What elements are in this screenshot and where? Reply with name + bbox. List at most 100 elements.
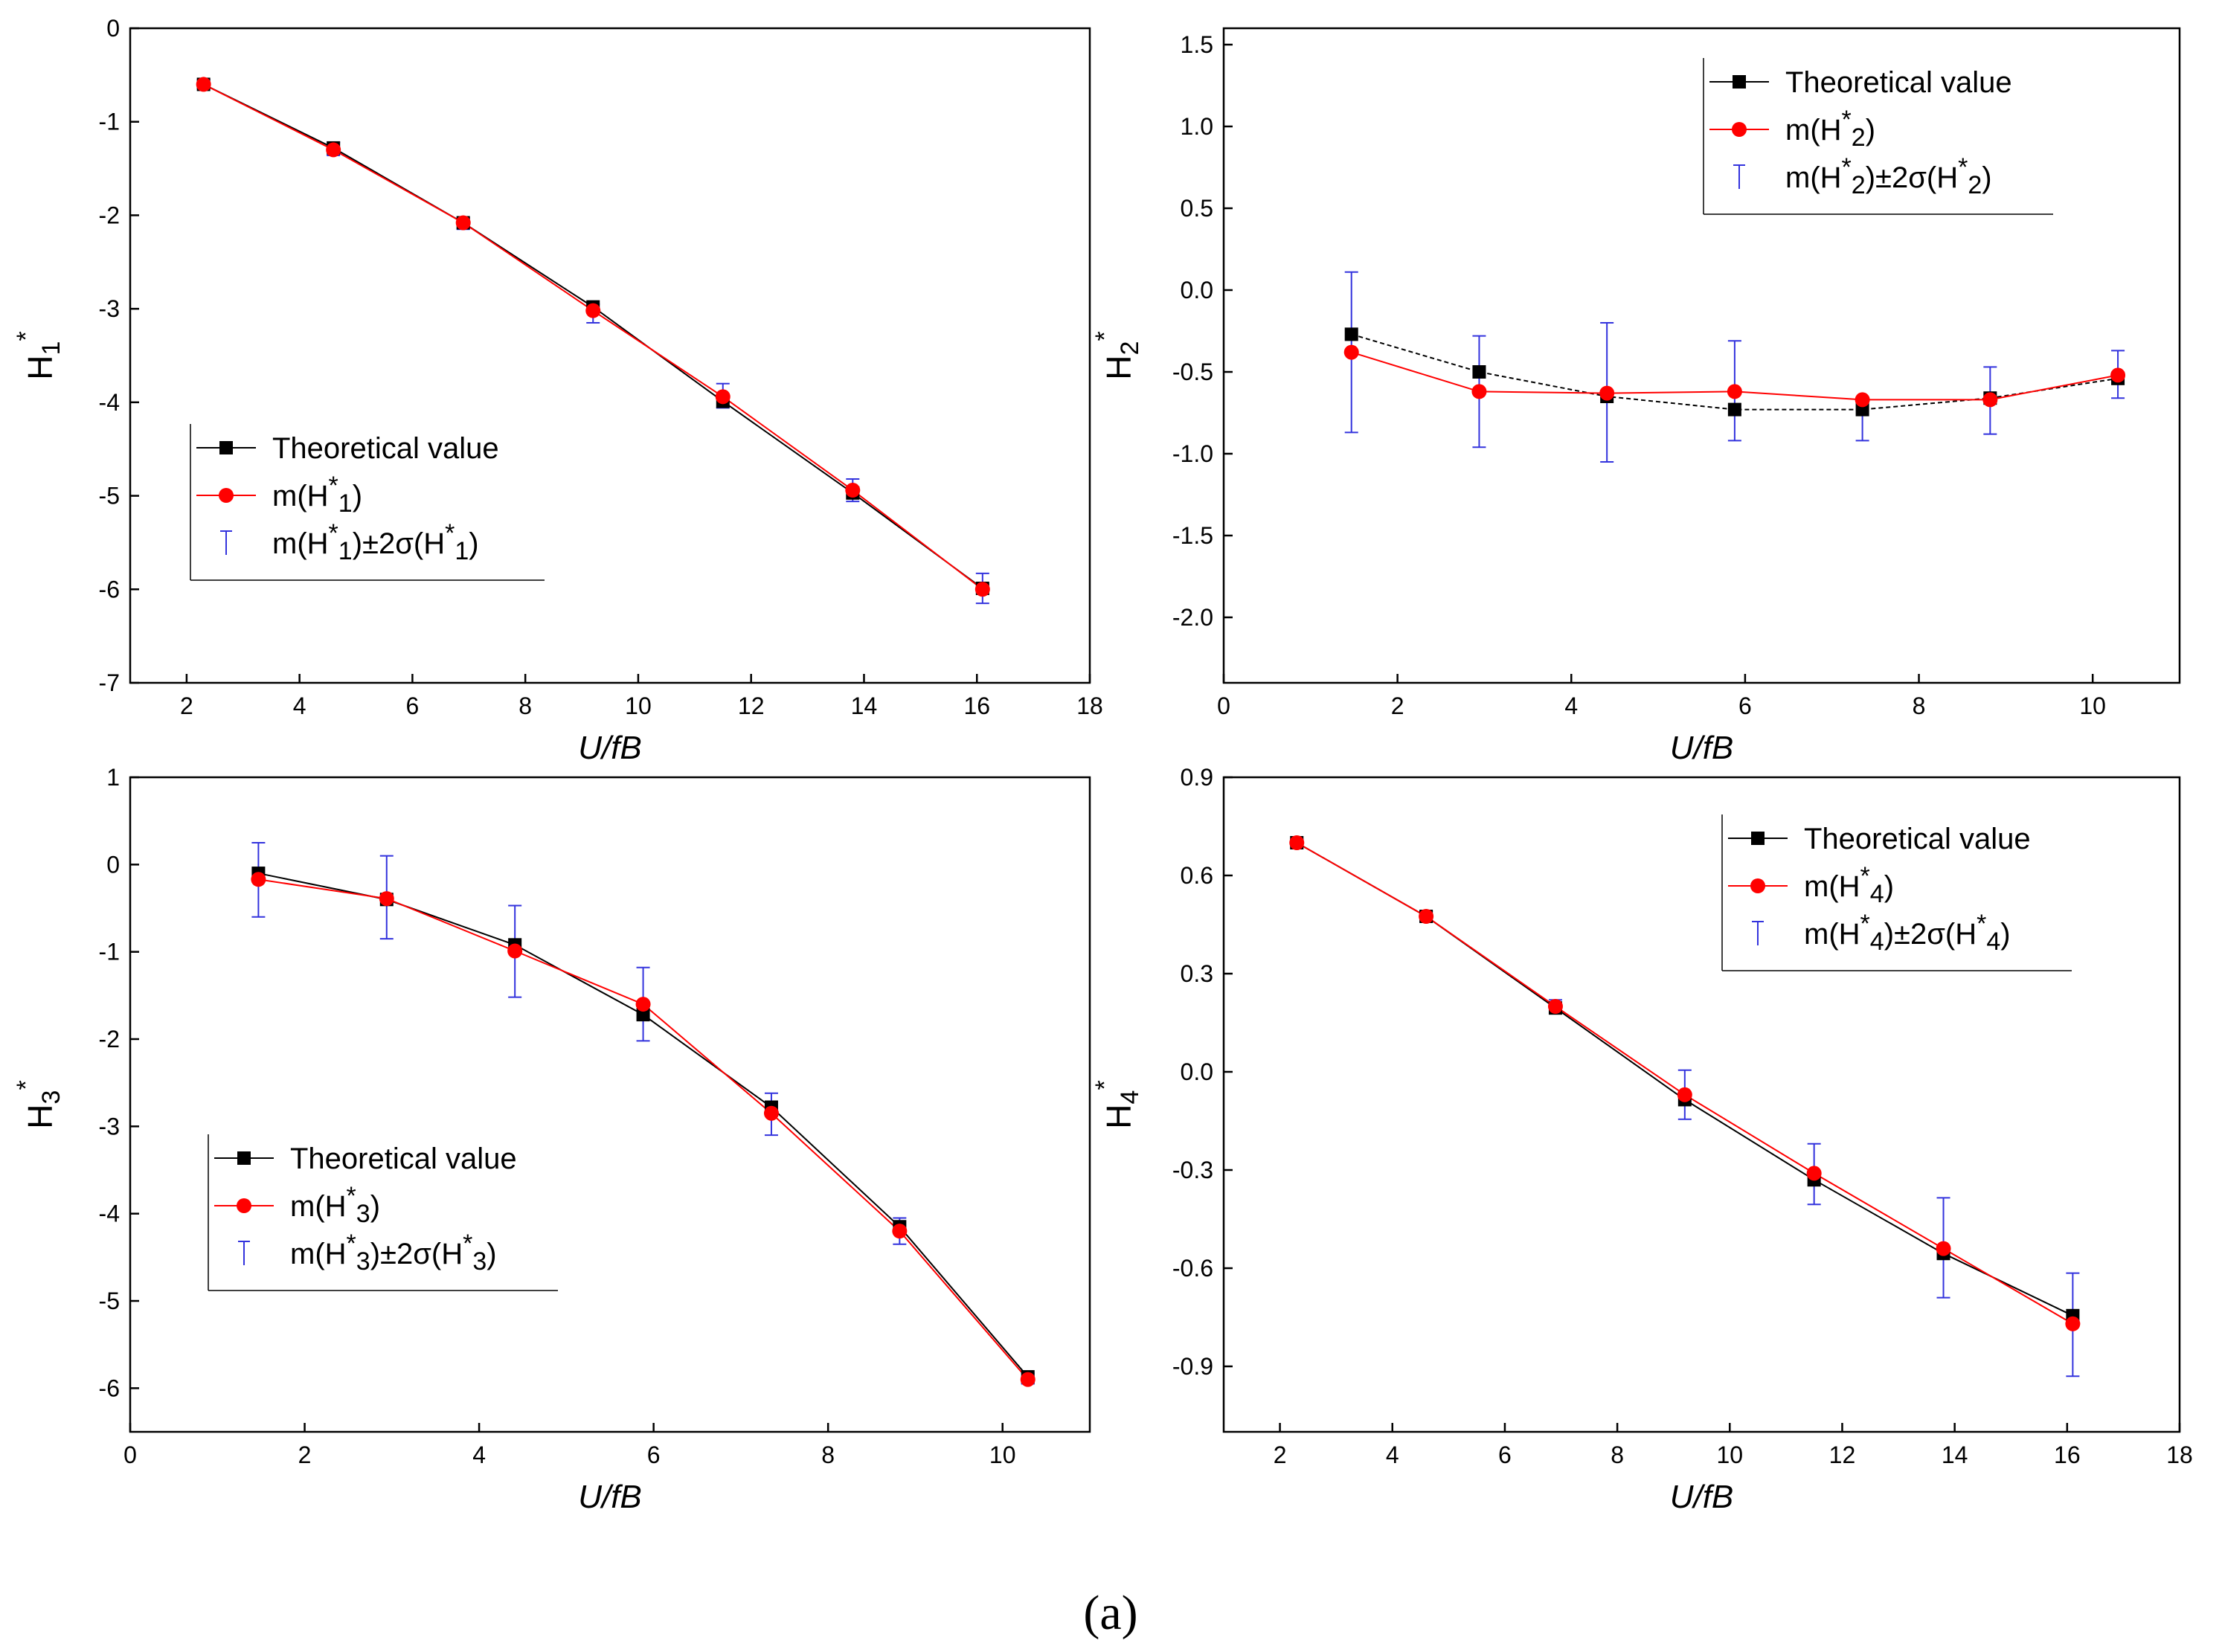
y-axis-title-superscript: * (1091, 331, 1119, 341)
x-axis-title: U/fB (1670, 1479, 1734, 1515)
mean-point (974, 582, 990, 597)
legend-label: m(H*2)±2σ(H*2) (1785, 153, 1992, 199)
theoretical-line (203, 83, 983, 589)
y-tick-label: 1.5 (1181, 31, 1213, 58)
x-tick-label: 2 (1274, 1442, 1287, 1468)
plot-frame (1222, 776, 2181, 1433)
mean-point (2110, 367, 2126, 383)
x-tick-label: 0 (1217, 692, 1230, 719)
legend-swatch-marker (219, 488, 234, 503)
legend-item-theoretical: Theoretical value (1728, 823, 2031, 855)
y-tick-label: -2.0 (1172, 604, 1213, 631)
legend-label: Theoretical value (290, 1142, 517, 1175)
legend-label-superscript: * (347, 1182, 356, 1210)
mean-line (203, 83, 983, 591)
y-axis-title: H4* (1091, 1080, 1144, 1128)
legend-label-main: Theoretical value (290, 1142, 517, 1175)
x-tick-label: 10 (2079, 692, 2106, 719)
legend-label: m(H*4)±2σ(H*4) (1804, 910, 2011, 956)
y-tick-label: -1 (99, 939, 120, 965)
mean-point (1343, 344, 1359, 360)
legend-label-superscript: * (329, 472, 338, 500)
mean-point (455, 215, 471, 231)
mean-point (715, 389, 731, 405)
legend-item-theoretical: Theoretical value (196, 432, 499, 465)
legend-swatch-marker (1732, 122, 1747, 137)
legend-label-suffix: ) (353, 480, 362, 512)
y-tick-label: -7 (99, 669, 120, 696)
x-tick-label: 16 (963, 692, 990, 719)
y-tick-label: 0.9 (1181, 764, 1213, 791)
legend-label-superscript: * (347, 1230, 356, 1258)
y-tick-label: 0.0 (1181, 277, 1213, 303)
y-tick-label: 0.3 (1181, 960, 1213, 987)
x-tick-label: 6 (647, 1442, 661, 1468)
y-tick-label: -0.5 (1172, 359, 1213, 385)
x-tick-label: 6 (1498, 1442, 1512, 1468)
legend-label: m(H*2) (1785, 106, 1875, 152)
mean-point (585, 303, 601, 318)
legend-label: m(H*1)±2σ(H*1) (272, 519, 479, 565)
mean-point (763, 1105, 779, 1121)
legend-label-main: Theoretical value (1804, 823, 2031, 855)
mean-point (326, 142, 341, 158)
y-tick-label: -1.0 (1172, 440, 1213, 467)
legend-swatch-marker (219, 441, 233, 454)
legend-swatch-marker (1733, 75, 1746, 89)
x-tick-label: 4 (1564, 692, 1578, 719)
legend-item-band: m(H*3)±2σ(H*3) (238, 1230, 497, 1276)
legend-label-main: m(H (272, 480, 329, 512)
legend-item-band: m(H*4)±2σ(H*4) (1752, 910, 2011, 956)
legend-label-subscript: 2 (1968, 171, 1982, 199)
plot-frame (1222, 27, 2181, 684)
legend-label-subscript: 3 (472, 1247, 487, 1276)
mean-point (635, 997, 651, 1012)
y-axis-title: H1* (12, 331, 65, 379)
x-axis-title: U/fB (1670, 730, 1734, 766)
theoretical-point (1472, 365, 1486, 379)
y-tick-label: -0.3 (1172, 1157, 1213, 1183)
mean-point (1599, 385, 1615, 401)
x-tick-label: 12 (738, 692, 765, 719)
x-tick-label: 8 (821, 1442, 835, 1468)
legend-label-subscript: 1 (338, 489, 353, 518)
y-axis-title-main: H (21, 355, 60, 379)
x-tick-label: 14 (851, 692, 878, 719)
legend-label-mid: )±2σ(H (370, 1238, 463, 1270)
mean-line (258, 878, 1029, 1381)
legend-label-superscript: * (1842, 106, 1852, 134)
legend-label-suffix: ) (1982, 161, 1991, 194)
legend-label-superscript: * (1977, 910, 1986, 938)
y-tick-label: -5 (99, 483, 120, 510)
y-tick-label: -3 (99, 295, 120, 322)
y-tick-label: -4 (99, 389, 120, 416)
legend-label-main: m(H (1785, 114, 1842, 147)
x-tick-label: 4 (293, 692, 306, 719)
legend-item-mean: m(H*1) (196, 472, 362, 518)
chart-panel-h1: 2 4 6 8 10 12 14 16 180-1-2-3-4-5-6-7U/fBH1*Theo… (12, 15, 1103, 766)
y-tick-label: -1.5 (1172, 522, 1213, 549)
x-tick-label: 14 (1942, 1442, 1968, 1468)
legend-swatch-marker (237, 1198, 251, 1213)
mean-point (1020, 1372, 1035, 1387)
legend-label-suffix: ) (1884, 870, 1894, 903)
mean-point (1806, 1166, 1822, 1181)
y-tick-label: -4 (99, 1201, 120, 1227)
legend-label-subscript: 3 (356, 1247, 370, 1276)
legend-label-subscript: 1 (455, 537, 469, 565)
y-axis-title-superscript: * (1091, 1080, 1119, 1090)
y-tick-label: -0.6 (1172, 1255, 1213, 1282)
x-tick-label: 8 (518, 692, 532, 719)
legend-label-main: m(H (1785, 161, 1842, 194)
legend-item-theoretical: Theoretical value (1709, 66, 2012, 99)
y-axis-title: H2* (1091, 331, 1144, 379)
legend-label-subscript: 4 (1870, 928, 1884, 956)
mean-point (1547, 999, 1563, 1014)
legend-label-suffix: ) (1866, 114, 1875, 147)
legend-label-suffix: ) (487, 1238, 496, 1270)
legend-label: Theoretical value (272, 432, 499, 465)
legend-label-superscript: * (1860, 862, 1870, 890)
